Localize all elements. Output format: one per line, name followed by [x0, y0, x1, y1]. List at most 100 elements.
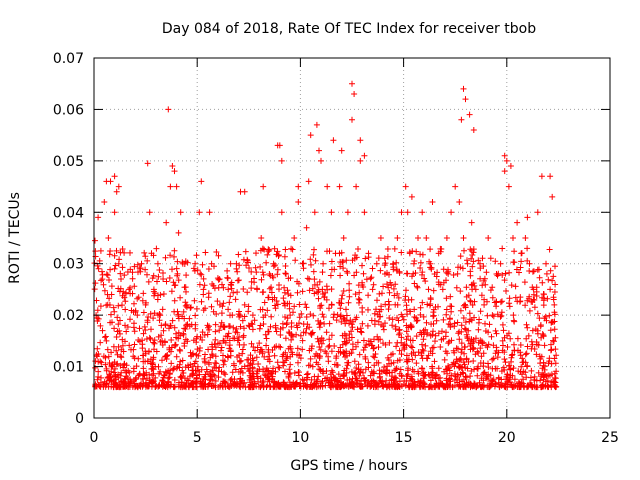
data-point: [229, 312, 236, 319]
data-point: [140, 330, 147, 337]
data-point: [172, 383, 178, 390]
data-point: [148, 250, 155, 257]
data-point: [271, 245, 278, 252]
data-point: [299, 337, 306, 344]
data-point: [419, 341, 425, 348]
data-point: [443, 306, 450, 313]
data-point: [553, 352, 560, 359]
data-point: [334, 362, 341, 369]
data-point: [126, 342, 133, 349]
data-point: [117, 317, 123, 324]
data-point: [370, 384, 377, 390]
data-point: [448, 209, 455, 216]
data-point: [315, 338, 322, 345]
data-point: [252, 347, 258, 354]
data-point: [183, 322, 190, 329]
data-point: [325, 343, 332, 350]
data-point: [439, 380, 446, 387]
data-point: [381, 262, 388, 269]
data-point: [553, 368, 560, 375]
data-point: [356, 368, 363, 375]
data-point: [547, 347, 554, 354]
data-point: [259, 306, 266, 313]
data-point: [343, 306, 349, 313]
data-point: [277, 344, 284, 351]
data-point: [478, 353, 485, 360]
data-point: [339, 292, 346, 299]
data-point: [383, 384, 390, 391]
data-point: [316, 147, 322, 154]
data-point: [449, 384, 456, 391]
data-point: [350, 383, 357, 390]
data-point: [149, 378, 156, 385]
data-point: [412, 352, 419, 359]
data-point: [148, 326, 154, 333]
data-point: [531, 346, 538, 352]
data-point: [282, 314, 288, 320]
data-point: [167, 183, 174, 190]
data-point: [487, 287, 494, 294]
data-point: [527, 382, 534, 389]
data-point: [134, 261, 141, 268]
data-point: [487, 255, 494, 262]
data-point: [108, 362, 115, 369]
data-point: [237, 384, 244, 391]
y-axis-label: ROTI / TECUs: [7, 192, 23, 284]
data-point: [463, 331, 470, 338]
data-point: [468, 282, 475, 289]
data-point: [376, 308, 383, 315]
data-point: [206, 380, 213, 387]
data-point: [153, 348, 160, 355]
data-point: [150, 286, 157, 293]
data-point: [108, 283, 115, 290]
data-point: [159, 306, 166, 313]
data-point: [506, 303, 513, 310]
data-point: [475, 319, 482, 326]
data-point: [257, 346, 264, 353]
data-point: [371, 362, 378, 369]
data-point: [460, 85, 467, 92]
data-point: [168, 337, 175, 343]
data-point: [452, 183, 459, 190]
data-point: [453, 284, 460, 291]
data-point: [352, 370, 359, 376]
data-point: [303, 376, 310, 383]
data-point: [145, 278, 152, 285]
data-point: [322, 348, 329, 355]
data-point: [173, 353, 180, 360]
data-point: [159, 357, 165, 364]
data-point: [99, 268, 105, 275]
data-point: [502, 270, 509, 277]
data-point: [528, 367, 535, 374]
data-point: [231, 376, 238, 383]
data-point: [553, 383, 560, 390]
data-point: [304, 370, 311, 377]
data-point: [391, 376, 398, 383]
data-point: [386, 271, 392, 278]
data-point: [297, 383, 304, 390]
data-point: [265, 328, 272, 335]
data-point: [479, 383, 485, 390]
data-point: [220, 300, 227, 307]
data-point: [177, 209, 184, 216]
data-point: [385, 357, 392, 363]
data-point: [261, 246, 268, 253]
data-point: [221, 324, 228, 330]
data-point: [474, 372, 481, 379]
data-point: [295, 359, 301, 366]
data-point: [328, 301, 335, 308]
data-point: [218, 344, 225, 351]
data-point: [281, 253, 288, 260]
y-tick-label: 0.04: [53, 205, 84, 221]
data-point: [249, 312, 256, 319]
data-point: [273, 298, 280, 304]
data-point: [311, 290, 318, 297]
data-point: [529, 341, 536, 348]
data-point: [485, 235, 492, 241]
data-point: [227, 348, 234, 355]
data-point: [458, 349, 465, 356]
data-point: [508, 358, 514, 365]
data-point: [194, 267, 201, 274]
data-point: [285, 291, 292, 297]
data-point: [550, 319, 556, 325]
